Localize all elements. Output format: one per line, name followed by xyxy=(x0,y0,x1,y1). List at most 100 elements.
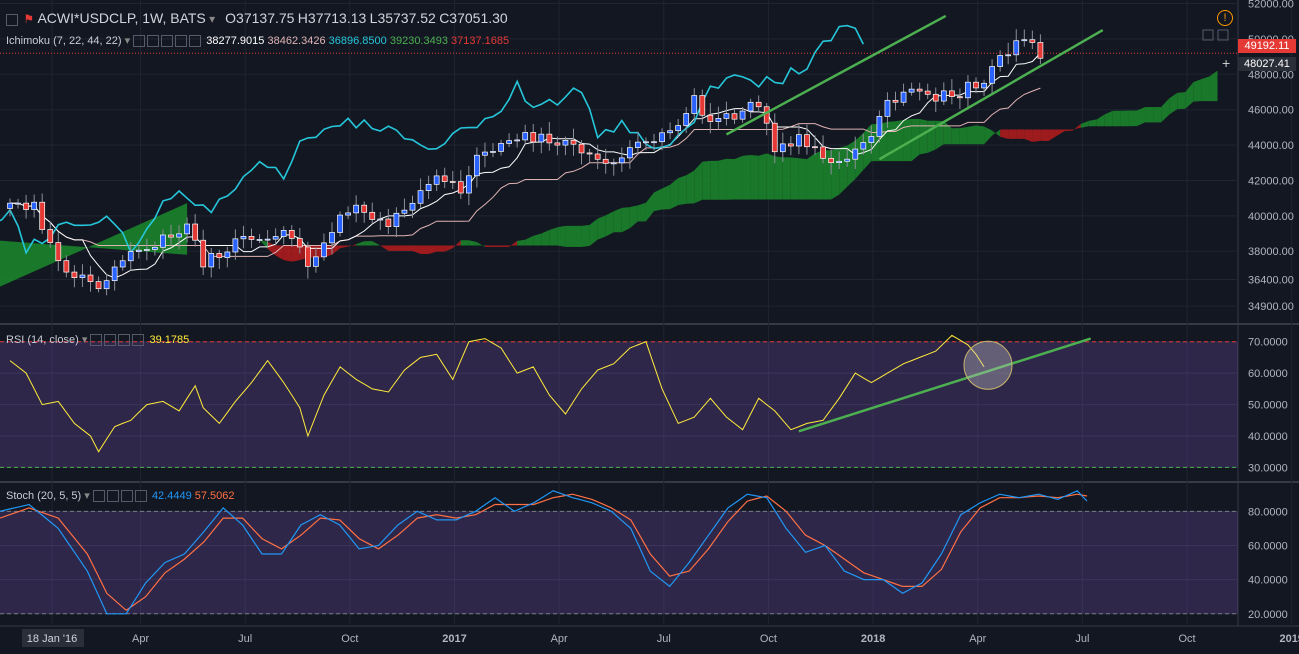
ichimoku-cloud-segment xyxy=(275,245,284,261)
candle-body xyxy=(498,143,504,152)
candle xyxy=(804,124,810,155)
stoch-dropdown-icon[interactable]: ▾ xyxy=(84,490,90,502)
rsi-settings-icon[interactable] xyxy=(104,334,117,347)
candle xyxy=(321,233,327,261)
candle xyxy=(989,59,995,94)
ichimoku-dropdown-icon[interactable]: ▾ xyxy=(124,35,131,47)
candle-body xyxy=(731,113,738,120)
alert-icon[interactable]: ! xyxy=(1217,10,1233,26)
candle-body xyxy=(127,251,134,262)
candle-body xyxy=(973,81,979,89)
candle-body xyxy=(1013,40,1020,56)
candle-body xyxy=(409,202,416,211)
candle xyxy=(610,158,617,176)
collapse-icon[interactable] xyxy=(6,13,18,26)
more-icon[interactable] xyxy=(175,35,188,48)
candle xyxy=(176,225,182,250)
ichimoku-legend: Ichimoku (7, 22, 44, 22) ▾ 38277.9015 38… xyxy=(6,34,510,48)
ichimoku-cloud-segment xyxy=(533,233,542,246)
rsi-tick-label: 70.0000 xyxy=(1248,337,1288,349)
candle-body xyxy=(490,151,496,153)
ichimoku-cloud-segment xyxy=(806,153,815,200)
candle xyxy=(506,133,512,148)
settings-icon[interactable] xyxy=(147,35,160,48)
rsi-label[interactable]: RSI (14, close) xyxy=(6,334,79,346)
stoch-more-icon[interactable] xyxy=(120,490,133,503)
candle-body xyxy=(997,55,1004,67)
x-tick-label: Apr xyxy=(132,633,149,645)
candle-body xyxy=(401,209,408,214)
candle xyxy=(594,144,601,170)
candle xyxy=(313,247,319,273)
candle-body xyxy=(71,271,78,278)
price-tick-label: 46000.00 xyxy=(1248,105,1294,117)
candle-body xyxy=(184,223,190,235)
ichimoku-cloud-segment xyxy=(1008,129,1017,139)
candle-body xyxy=(715,118,722,122)
close-icon[interactable] xyxy=(189,35,202,48)
candle xyxy=(659,128,665,151)
crosshair-plus-icon[interactable]: + xyxy=(1222,55,1231,71)
stoch-label[interactable]: Stoch (20, 5, 5) xyxy=(6,490,82,502)
candle xyxy=(135,246,142,259)
candle xyxy=(409,195,416,218)
stoch-close-icon[interactable] xyxy=(134,490,147,503)
rsi-dropdown-icon[interactable]: ▾ xyxy=(81,334,88,346)
ichimoku-conversion-line xyxy=(10,52,1041,279)
candle xyxy=(47,221,54,248)
candle-body xyxy=(200,239,207,268)
candle xyxy=(377,212,384,230)
candle-body xyxy=(466,175,472,194)
stoch-tick-label: 40.0000 xyxy=(1248,575,1288,587)
candle xyxy=(224,246,231,268)
candle-body xyxy=(546,133,553,144)
rsi-more-icon[interactable] xyxy=(118,334,131,347)
candle-body xyxy=(538,133,545,143)
eye-icon[interactable] xyxy=(133,35,146,48)
ichimoku-cloud-segment xyxy=(831,147,840,200)
ichimoku-cloud-segment xyxy=(372,241,381,246)
candle xyxy=(200,229,207,276)
ichimoku-cloud-segment xyxy=(1193,79,1202,102)
ichimoku-cloud-segment xyxy=(340,245,349,249)
candle xyxy=(715,106,722,130)
candle-body xyxy=(1005,54,1012,57)
candle xyxy=(1021,29,1028,47)
x-tick-label: 2017 xyxy=(442,633,466,645)
candle xyxy=(948,79,955,105)
ichimoku-cloud-segment xyxy=(565,225,574,247)
ichimoku-cloud-segment xyxy=(710,160,719,200)
candle-body xyxy=(31,201,37,210)
ichimoku-cloud-segment xyxy=(621,207,630,233)
flag-icon[interactable]: ⚑ xyxy=(23,12,35,26)
rsi-eye-icon[interactable] xyxy=(90,334,103,347)
ichimoku-cloud-segment xyxy=(259,239,268,249)
rsi-legend: RSI (14, close) ▾ 39.1785 xyxy=(6,333,189,347)
rsi-close-icon[interactable] xyxy=(132,334,145,347)
x-tick-label: Jul xyxy=(1075,633,1089,645)
candle xyxy=(586,148,593,163)
stoch-k-value: 42.4449 xyxy=(151,490,192,502)
candle-body xyxy=(288,230,295,239)
candle xyxy=(828,149,834,175)
candle-body xyxy=(305,246,311,267)
x-tick-label: Apr xyxy=(551,633,568,645)
candle xyxy=(425,175,432,200)
candle-body xyxy=(482,151,488,156)
ichimoku-label[interactable]: Ichimoku (7, 22, 44, 22) xyxy=(6,35,122,47)
candle xyxy=(192,214,198,247)
symbol-title[interactable]: ACWI*USDCLP, 1W, BATS xyxy=(37,10,206,26)
stoch-settings-icon[interactable] xyxy=(106,490,119,503)
rsi-pane xyxy=(0,326,1238,480)
x-tick-label: 2018 xyxy=(861,633,885,645)
candle-body xyxy=(707,114,714,122)
ichimoku-cloud-segment xyxy=(1104,110,1113,127)
ichimoku-span-b-value: 37137.1685 xyxy=(451,35,510,47)
source-icon[interactable] xyxy=(161,35,174,48)
ichimoku-cloud-segment xyxy=(1088,119,1097,127)
symbol-dropdown-icon[interactable]: ▾ xyxy=(209,12,216,26)
ichimoku-cloud-segment xyxy=(468,240,477,246)
candle xyxy=(152,241,158,256)
stoch-eye-icon[interactable] xyxy=(92,490,105,503)
